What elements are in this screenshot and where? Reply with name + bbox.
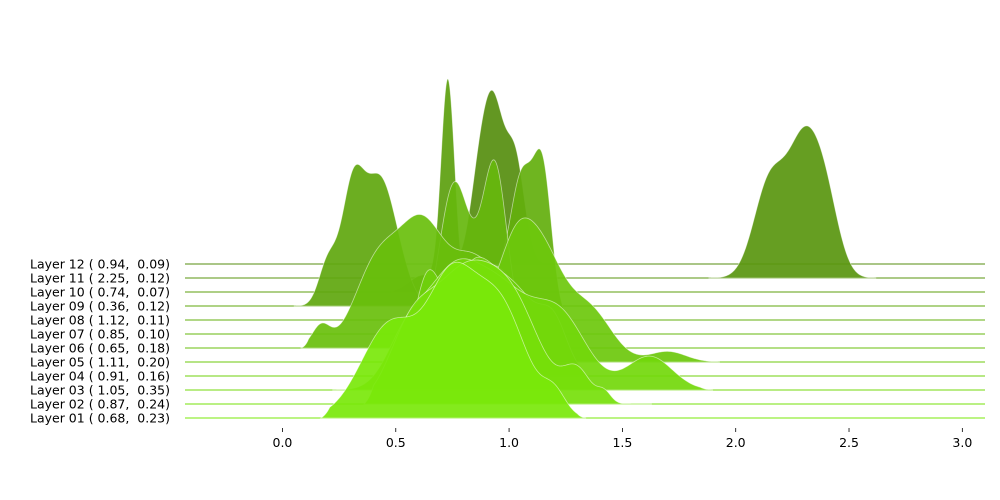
layer-11-label: Layer 11 ( 2.25, 0.12)	[30, 271, 170, 286]
layer-12-label: Layer 12 ( 0.94, 0.09)	[30, 257, 170, 272]
layer-08-label: Layer 08 ( 1.12, 0.11)	[30, 313, 170, 328]
layer-05-label: Layer 05 ( 1.11, 0.20)	[30, 355, 170, 370]
ridge-layers	[185, 78, 985, 419]
layer-03-label: Layer 03 ( 1.05, 0.35)	[30, 383, 170, 398]
x-tick-label: 2.0	[726, 435, 746, 450]
x-tick-label: 1.0	[499, 435, 519, 450]
x-axis: 0.0 0.5 1.0 1.5 2.0 2.5 3.0	[273, 428, 972, 450]
layer-07-label: Layer 07 ( 0.85, 0.10)	[30, 327, 170, 342]
layer-11-density	[708, 125, 877, 279]
layer-10-label: Layer 10 ( 0.74, 0.07)	[30, 285, 170, 300]
layer-04-label: Layer 04 ( 0.91, 0.16)	[30, 369, 170, 384]
x-tick-label: 2.5	[839, 435, 859, 450]
layer-09-label: Layer 09 ( 0.36, 0.12)	[30, 299, 170, 314]
layer-01-density	[319, 261, 587, 419]
x-tick-label: 0.0	[273, 435, 293, 450]
layer-06-label: Layer 06 ( 0.65, 0.18)	[30, 341, 170, 356]
x-tick-label: 1.5	[612, 435, 632, 450]
layer-labels: Layer 12 ( 0.94, 0.09)Layer 11 ( 2.25, 0…	[30, 257, 170, 426]
x-tick-label: 0.5	[386, 435, 406, 450]
layer-02-label: Layer 02 ( 0.87, 0.24)	[30, 397, 170, 412]
x-tick-label: 3.0	[952, 435, 972, 450]
layer-01-label: Layer 01 ( 0.68, 0.23)	[30, 411, 170, 426]
